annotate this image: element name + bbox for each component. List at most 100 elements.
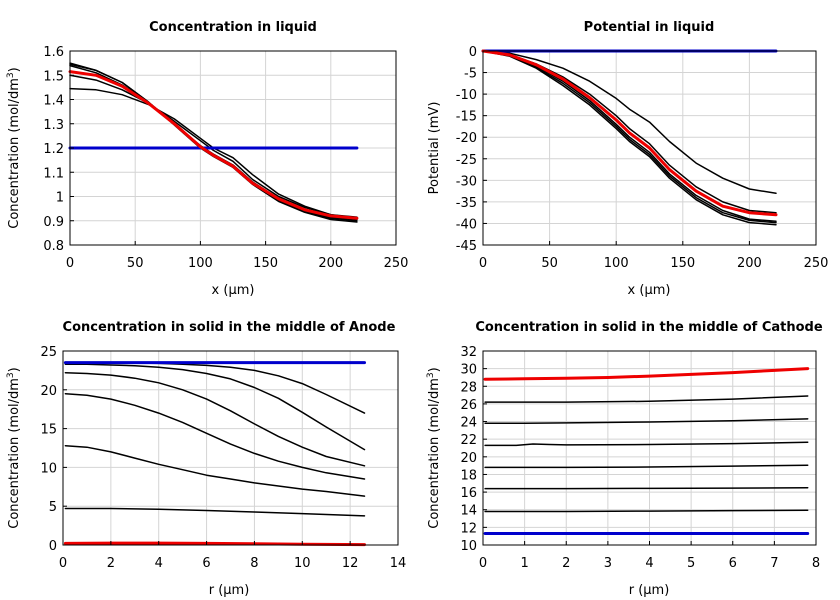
plot-area: 0 50 100 150 200 250 0.8 0.9 1 1.1 1.2 1.3 1.4 1.5 1.6	[43, 45, 408, 271]
plot-frame	[62, 350, 399, 546]
y-tick-label: -5	[464, 67, 477, 82]
series-line-t3	[484, 464, 809, 469]
x-tick-label: 6	[202, 556, 210, 571]
x-tick-label: 6	[729, 556, 737, 571]
x-axis-label: r (µm)	[209, 583, 250, 598]
y-tick-label: 1	[56, 191, 64, 206]
x-tick-label: 0	[479, 556, 487, 571]
plot-frame	[482, 50, 817, 246]
y-tick-label: 25	[40, 345, 57, 360]
x-tick-label: 250	[384, 256, 409, 271]
chart-title: Potential in liquid	[584, 20, 715, 35]
y-tick-label: 1.3	[43, 118, 64, 133]
series-line-final	[483, 367, 810, 381]
x-tick-label: 8	[250, 556, 258, 571]
x-tick-label: 4	[645, 556, 653, 571]
series-line-t5	[69, 63, 358, 222]
series-line-t1	[484, 509, 809, 513]
chart-concentration-solid-anode: Concentration in solid in the middle of …	[6, 320, 406, 598]
y-tick-label: 24	[460, 416, 477, 431]
series-line-t3	[482, 50, 777, 223]
y-tick-label: -10	[456, 88, 477, 103]
series-line-t5	[64, 363, 366, 451]
x-axis-label: r (µm)	[629, 583, 670, 598]
y-axis-label: Concentration (mol/dm3)	[6, 367, 22, 529]
series-line-t1	[482, 50, 777, 195]
plot-area: 0 50 100 150 200 250 0 -5 -10 -15 -20 -25 -30 -35 -40 -…	[456, 45, 829, 271]
y-tick-label: 20	[40, 384, 57, 399]
y-tick-label: 16	[460, 486, 477, 501]
chart-title: Concentration in solid in the middle of …	[63, 320, 396, 335]
x-tick-label: 3	[604, 556, 612, 571]
x-tick-label: 5	[687, 556, 695, 571]
chart-title: Concentration in solid in the middle of …	[475, 320, 823, 335]
chart-potential-liquid: Potential in liquid 0 50 100 150 200 250 0 -5 -1…	[427, 20, 828, 298]
x-tick-label: 200	[318, 256, 343, 271]
x-tick-label: 12	[342, 556, 359, 571]
x-axis-label: x (µm)	[628, 283, 671, 298]
plot-area: 0 2 4 6 8 10 12 14 0 5 10 15 20 25	[40, 345, 406, 571]
y-tick-label: 1.2	[43, 142, 64, 157]
chart-title: Concentration in liquid	[149, 20, 317, 35]
series-line-t5	[482, 50, 777, 224]
x-tick-label: 8	[812, 556, 820, 571]
y-tick-label: 10	[460, 539, 477, 554]
series-line-t4	[64, 371, 366, 467]
x-tick-label: 2	[107, 556, 115, 571]
y-tick-label: -35	[456, 196, 477, 211]
series-line-t6	[484, 395, 809, 403]
chart-concentration-liquid: Concentration in liquid 0 50 100 150 200 250 0…	[6, 20, 408, 298]
x-tick-label: 100	[604, 256, 629, 271]
x-tick-label: 150	[253, 256, 278, 271]
x-tick-label: 4	[155, 556, 163, 571]
y-axis-label: Potential (mV)	[427, 102, 442, 195]
series-line-t2	[69, 74, 358, 218]
y-tick-label: 10	[40, 461, 57, 476]
x-tick-label: 200	[737, 256, 762, 271]
y-tick-label: 15	[40, 423, 57, 438]
y-tick-label: 1.1	[43, 166, 64, 181]
x-tick-label: 100	[188, 256, 213, 271]
y-tick-label: 0.8	[43, 239, 64, 254]
x-tick-label: 50	[127, 256, 144, 271]
y-tick-label: -20	[456, 131, 477, 146]
y-axis-label: Concentration (mol/dm3)	[6, 67, 22, 229]
y-tick-label: -15	[456, 110, 477, 125]
x-tick-label: 7	[770, 556, 778, 571]
y-tick-label: -30	[456, 174, 477, 189]
series-line-t2	[484, 486, 809, 490]
x-tick-label: 14	[390, 556, 407, 571]
y-tick-label: 26	[460, 398, 477, 413]
x-tick-label: 10	[294, 556, 311, 571]
y-tick-label: 18	[460, 468, 477, 483]
x-tick-label: 150	[670, 256, 695, 271]
x-tick-label: 50	[541, 256, 558, 271]
y-tick-label: 1.5	[43, 69, 64, 84]
y-tick-label: -45	[456, 239, 477, 254]
y-tick-label: 14	[460, 504, 477, 519]
series-line-final	[68, 70, 359, 220]
y-tick-label: 32	[460, 345, 477, 360]
y-tick-label: 20	[460, 451, 477, 466]
x-tick-label: 0	[66, 256, 74, 271]
y-tick-label: 28	[460, 380, 477, 395]
x-axis-label: x (µm)	[212, 283, 255, 298]
series-line-final	[481, 49, 778, 217]
x-tick-label: 250	[804, 256, 829, 271]
y-axis-label: Concentration (mol/dm3)	[426, 367, 442, 529]
series-line-t1	[64, 507, 366, 517]
series-line-t6	[64, 361, 366, 414]
y-tick-label: 0	[49, 539, 57, 554]
y-tick-label: -25	[456, 153, 477, 168]
x-tick-label: 1	[520, 556, 528, 571]
series-line-t5	[484, 418, 809, 425]
chart-concentration-solid-cathode: Concentration in solid in the middle of …	[426, 320, 823, 598]
y-tick-label: -40	[456, 217, 477, 232]
y-tick-label: 30	[460, 363, 477, 378]
y-tick-label: 0	[469, 45, 477, 60]
x-tick-label: 2	[562, 556, 570, 571]
y-tick-label: 5	[49, 500, 57, 515]
y-tick-label: 1.6	[43, 45, 64, 60]
